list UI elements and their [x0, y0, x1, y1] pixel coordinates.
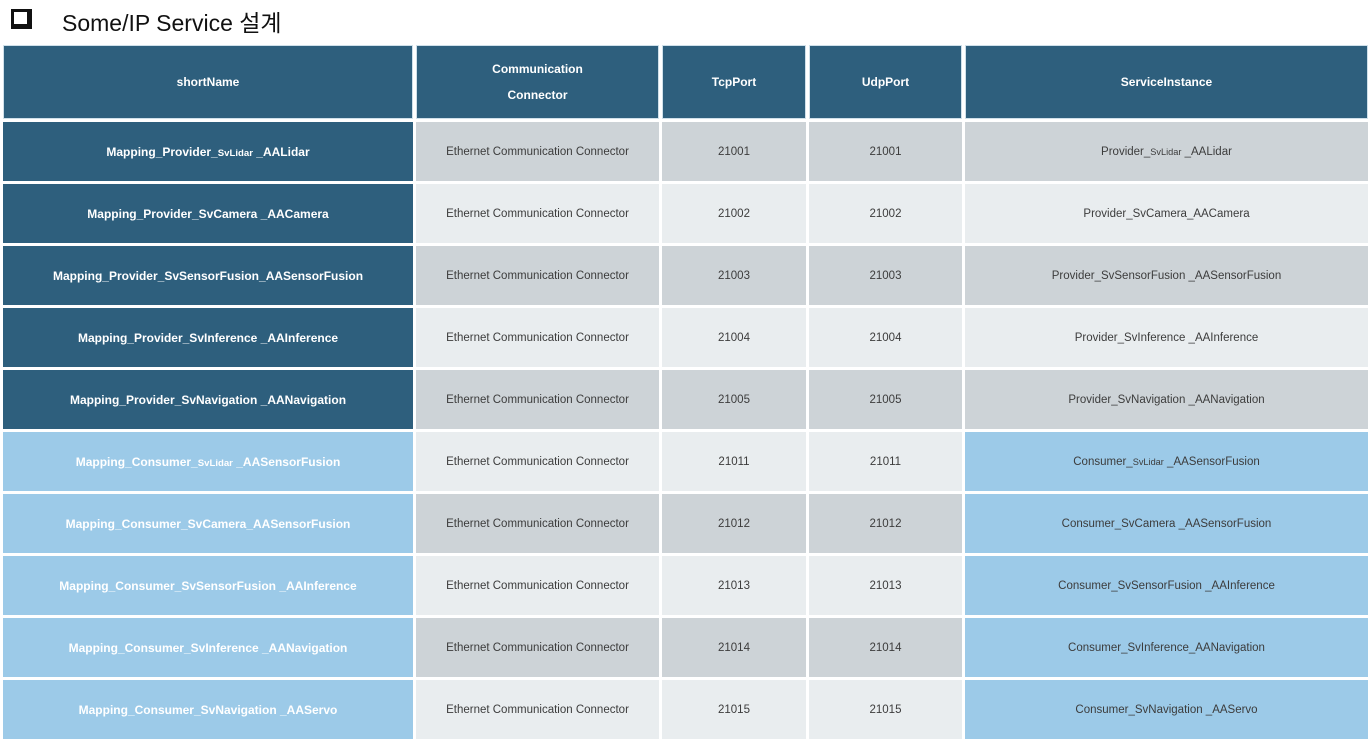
cell-serviceinstance: Provider_SvSensorFusion _AASensorFusion [965, 246, 1368, 305]
cell-udpport: 21001 [809, 122, 962, 181]
cell-tcpport: 21001 [662, 122, 806, 181]
table-row: Mapping_Provider_SvSensorFusion_AASensor… [3, 246, 1368, 305]
cell-serviceinstance: Provider_SvNavigation _AANavigation [965, 370, 1368, 429]
table-row: Mapping_Consumer_SvSensorFusion _AAInfer… [3, 556, 1368, 615]
cell-shortname: Mapping_Provider_SvNavigation _AANavigat… [3, 370, 413, 429]
cell-communication-connector: Ethernet Communication Connector [416, 184, 659, 243]
cell-udpport: 21003 [809, 246, 962, 305]
cell-udpport: 21004 [809, 308, 962, 367]
cell-shortname: Mapping_Provider_SvSensorFusion_AASensor… [3, 246, 413, 305]
cell-tcpport: 21015 [662, 680, 806, 739]
column-header-udpport: UdpPort [809, 45, 962, 119]
cell-udpport: 21005 [809, 370, 962, 429]
cell-serviceinstance: Provider_SvLidar _AALidar [965, 122, 1368, 181]
cell-tcpport: 21012 [662, 494, 806, 553]
table-row: Mapping_Provider_SvCamera _AACamera Ethe… [3, 184, 1368, 243]
cell-tcpport: 21014 [662, 618, 806, 677]
cell-shortname: Mapping_Consumer_SvLidar _AASensorFusion [3, 432, 413, 491]
cell-shortname: Mapping_Consumer_SvSensorFusion _AAInfer… [3, 556, 413, 615]
cell-communication-connector: Ethernet Communication Connector [416, 122, 659, 181]
table-row: Mapping_Consumer_SvCamera_AASensorFusion… [3, 494, 1368, 553]
small-font-segment: SvLidar [197, 457, 233, 469]
table-header-row: shortName Communication Connector TcpPor… [3, 45, 1368, 119]
cell-communication-connector: Ethernet Communication Connector [416, 556, 659, 615]
cell-shortname: Mapping_Consumer_SvCamera_AASensorFusion [3, 494, 413, 553]
cell-tcpport: 21005 [662, 370, 806, 429]
cell-communication-connector: Ethernet Communication Connector [416, 680, 659, 739]
cell-udpport: 21002 [809, 184, 962, 243]
page-title-row: Some/IP Service 설계 [0, 0, 1372, 42]
cell-serviceinstance: Provider_SvInference _AAInference [965, 308, 1368, 367]
cell-serviceinstance: Consumer_SvInference_AANavigation [965, 618, 1368, 677]
page-title: Some/IP Service 설계 [62, 10, 282, 36]
table-row: Mapping_Consumer_SvInference _AANavigati… [3, 618, 1368, 677]
cell-shortname: Mapping_Provider_SvCamera _AACamera [3, 184, 413, 243]
small-font-segment: SvLidar [217, 147, 253, 159]
cell-serviceinstance: Consumer_SvLidar _AASensorFusion [965, 432, 1368, 491]
table-row: Mapping_Consumer_SvLidar _AASensorFusion… [3, 432, 1368, 491]
cell-tcpport: 21013 [662, 556, 806, 615]
table-row: Mapping_Consumer_SvNavigation _AAServo E… [3, 680, 1368, 739]
cell-serviceinstance: Consumer_SvCamera _AASensorFusion [965, 494, 1368, 553]
cell-shortname: Mapping_Consumer_SvInference _AANavigati… [3, 618, 413, 677]
cell-shortname: Mapping_Provider_SvLidar _AALidar [3, 122, 413, 181]
table-row: Mapping_Provider_SvLidar _AALidar Ethern… [3, 122, 1368, 181]
cell-serviceinstance: Provider_SvCamera_AACamera [965, 184, 1368, 243]
cell-communication-connector: Ethernet Communication Connector [416, 308, 659, 367]
square-bullet-icon [11, 9, 32, 29]
cell-serviceinstance: Consumer_SvNavigation _AAServo [965, 680, 1368, 739]
cell-tcpport: 21011 [662, 432, 806, 491]
table-row: Mapping_Provider_SvInference _AAInferenc… [3, 308, 1368, 367]
small-font-segment: SvLidar [1132, 456, 1164, 467]
cell-shortname: Mapping_Provider_SvInference _AAInferenc… [3, 308, 413, 367]
cell-communication-connector: Ethernet Communication Connector [416, 618, 659, 677]
table-body: Mapping_Provider_SvLidar _AALidar Ethern… [3, 122, 1368, 739]
cell-udpport: 21013 [809, 556, 962, 615]
cell-tcpport: 21003 [662, 246, 806, 305]
cell-tcpport: 21004 [662, 308, 806, 367]
cell-tcpport: 21002 [662, 184, 806, 243]
cell-communication-connector: Ethernet Communication Connector [416, 494, 659, 553]
cell-serviceinstance: Consumer_SvSensorFusion _AAInference [965, 556, 1368, 615]
someip-service-table: shortName Communication Connector TcpPor… [0, 42, 1371, 742]
cell-communication-connector: Ethernet Communication Connector [416, 246, 659, 305]
cell-shortname: Mapping_Consumer_SvNavigation _AAServo [3, 680, 413, 739]
cell-udpport: 21015 [809, 680, 962, 739]
cell-communication-connector: Ethernet Communication Connector [416, 432, 659, 491]
column-header-serviceinstance: ServiceInstance [965, 45, 1368, 119]
cell-communication-connector: Ethernet Communication Connector [416, 370, 659, 429]
column-header-communication-connector: Communication Connector [416, 45, 659, 119]
cell-udpport: 21014 [809, 618, 962, 677]
column-header-tcpport: TcpPort [662, 45, 806, 119]
cell-udpport: 21011 [809, 432, 962, 491]
table-row: Mapping_Provider_SvNavigation _AANavigat… [3, 370, 1368, 429]
cell-udpport: 21012 [809, 494, 962, 553]
column-header-shortname: shortName [3, 45, 413, 119]
small-font-segment: SvLidar [1150, 146, 1182, 157]
